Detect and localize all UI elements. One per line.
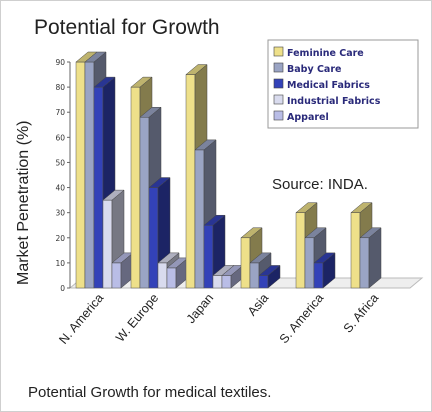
category-label: Asia (245, 291, 271, 319)
bar (194, 149, 205, 289)
y-tick-label: 10 (55, 259, 65, 268)
legend-label: Baby Care (287, 64, 341, 75)
bar (111, 262, 122, 289)
bar-top (194, 139, 217, 151)
legend-swatch (273, 110, 284, 121)
bar (102, 199, 113, 289)
y-tick-label: 30 (55, 209, 65, 218)
bar (203, 224, 214, 289)
figure-caption: Potential Growth for medical textiles. (28, 384, 272, 401)
bar (75, 61, 86, 289)
bars (75, 51, 382, 289)
bar-top (148, 177, 171, 188)
bar (350, 212, 361, 289)
bar-top (203, 214, 226, 226)
bar (130, 86, 141, 289)
bar (313, 262, 324, 289)
legend: Feminine Care Baby Care Medical Fabrics Ind… (267, 39, 419, 129)
bar-top (130, 76, 153, 88)
bar-top (359, 227, 382, 239)
bar-top (185, 64, 208, 75)
bar (304, 237, 315, 289)
bar-top (84, 51, 107, 63)
y-tick-label: 90 (55, 58, 65, 67)
y-tick-label: 60 (55, 133, 65, 142)
legend-label: Industrial Fabrics (287, 96, 381, 107)
category-label: N. America (56, 291, 106, 347)
category-labels: N. America W. Europe Japan Asia S. America S.… (56, 291, 381, 347)
bar-top (258, 265, 281, 276)
chart-title: Potential for Growth (34, 16, 220, 39)
bar-top (313, 252, 336, 264)
category-label: S. America (277, 291, 327, 346)
bar (240, 237, 251, 289)
y-tick-label: 0 (60, 284, 65, 293)
legend-box (267, 39, 419, 129)
legend-label: Apparel (287, 112, 329, 123)
bar (166, 267, 177, 289)
y-tick-label: 40 (55, 184, 65, 193)
bar (221, 275, 232, 289)
bar-top (304, 227, 327, 239)
y-axis-title: Market Penetration (%) (15, 120, 32, 285)
y-tick-label: 20 (55, 234, 65, 243)
bar-top (139, 106, 162, 118)
bar (157, 262, 168, 289)
legend-swatch (273, 46, 284, 57)
bar-top (350, 202, 373, 213)
y-tick-label: 50 (55, 158, 65, 167)
bar (84, 61, 95, 289)
bar-top (157, 252, 180, 264)
y-tick-label: 70 (55, 108, 65, 117)
legend-swatch (273, 78, 284, 89)
legend-swatch (273, 94, 284, 105)
bar (249, 262, 260, 289)
category-label: W. Europe (113, 291, 161, 345)
legend-label: Feminine Care (287, 48, 364, 59)
bar (258, 275, 269, 289)
bar (359, 237, 370, 289)
bar (148, 187, 159, 289)
category-label: S. Africa (341, 291, 382, 336)
category-label: Japan (184, 291, 217, 326)
legend-swatch (273, 62, 284, 73)
bar (295, 212, 306, 289)
legend-label: Medical Fabrics (287, 80, 370, 91)
bar (93, 86, 104, 289)
bar-side (368, 227, 382, 289)
bar (139, 116, 150, 289)
bar-top (102, 189, 125, 201)
bar-top (249, 252, 272, 264)
y-tick-label: 80 (55, 83, 65, 92)
bar-top (93, 76, 116, 88)
bar (212, 275, 223, 289)
bar (185, 74, 196, 289)
source-note: Source: INDA. (272, 176, 368, 193)
bar-top (295, 202, 318, 213)
bar-top (240, 227, 263, 239)
